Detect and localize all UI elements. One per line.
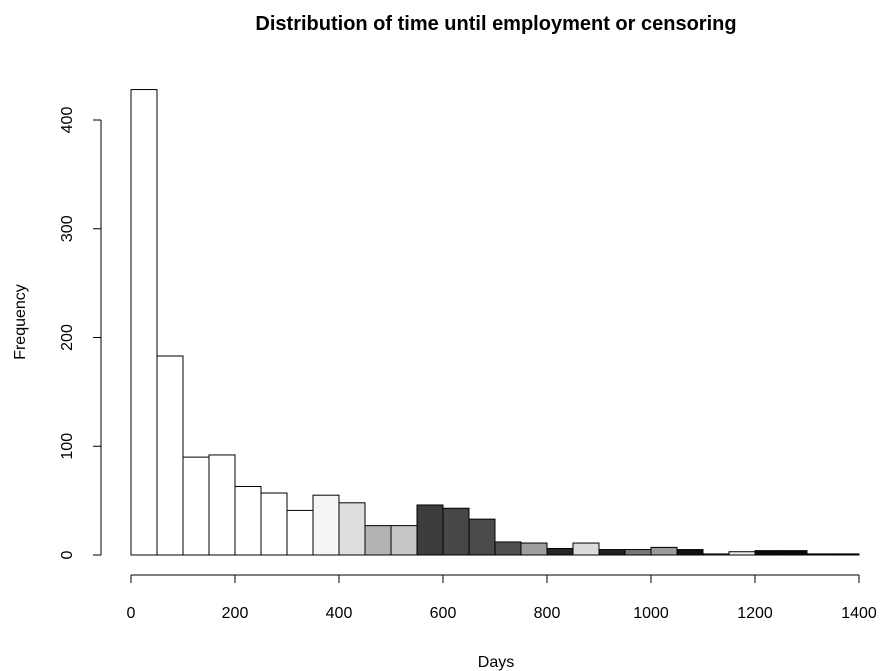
y-tick-label: 400 <box>59 107 76 134</box>
x-tick-label: 1400 <box>841 605 877 622</box>
y-tick-label: 100 <box>59 433 76 460</box>
y-axis: 0 100 200 300 400 <box>59 107 102 559</box>
histogram-bar-1200-1250 <box>754 550 782 556</box>
histogram-bar-0-50 <box>130 89 158 556</box>
histogram-bar-1000-1050 <box>650 546 678 556</box>
histogram-bar-600-650 <box>442 507 470 556</box>
histogram-bars <box>130 89 860 556</box>
x-tick-label: 400 <box>326 605 353 622</box>
x-tick-label: 0 <box>127 605 136 622</box>
histogram-bar-1100-1150 <box>702 553 730 556</box>
histogram-bar-1350-1400 <box>832 553 860 556</box>
histogram-bar-650-700 <box>468 518 496 556</box>
x-tick-label: 200 <box>222 605 249 622</box>
histogram-bar-850-900 <box>572 542 600 556</box>
histogram-bar-350-400 <box>312 494 340 556</box>
histogram-bar-750-800 <box>520 542 548 556</box>
x-tick-label: 1000 <box>633 605 669 622</box>
histogram-bar-300-350 <box>286 509 314 556</box>
x-tick-label: 1200 <box>737 605 773 622</box>
histogram-bar-1250-1300 <box>780 550 808 556</box>
histogram-bar-900-950 <box>598 549 626 556</box>
histogram-bar-550-600 <box>416 504 444 556</box>
histogram-bar-1050-1100 <box>676 549 704 556</box>
histogram-bar-200-250 <box>234 485 262 556</box>
y-axis-label: Frequency <box>12 284 29 360</box>
histogram-bar-1300-1350 <box>806 553 834 556</box>
y-tick-label: 200 <box>59 324 76 351</box>
y-tick-label: 300 <box>59 215 76 242</box>
histogram-bar-700-750 <box>494 541 522 556</box>
x-tick-label: 800 <box>534 605 561 622</box>
histogram-bar-50-100 <box>156 355 184 556</box>
y-tick-label: 0 <box>59 550 76 559</box>
histogram-bar-400-450 <box>338 502 366 556</box>
x-tick-label: 600 <box>430 605 457 622</box>
chart-title: Distribution of time until employment or… <box>255 13 736 35</box>
histogram-bar-1150-1200 <box>728 551 756 556</box>
histogram-bar-800-850 <box>546 547 574 556</box>
x-axis-label: Days <box>478 654 514 671</box>
histogram-bar-950-1000 <box>624 549 652 556</box>
histogram-bar-250-300 <box>260 492 288 556</box>
histogram-bar-100-150 <box>182 456 210 556</box>
histogram-bar-500-550 <box>390 525 418 556</box>
histogram-bar-450-500 <box>364 525 392 556</box>
histogram-bar-150-200 <box>208 454 236 556</box>
x-axis: 0 200 400 600 800 1000 1200 1400 <box>127 574 877 622</box>
